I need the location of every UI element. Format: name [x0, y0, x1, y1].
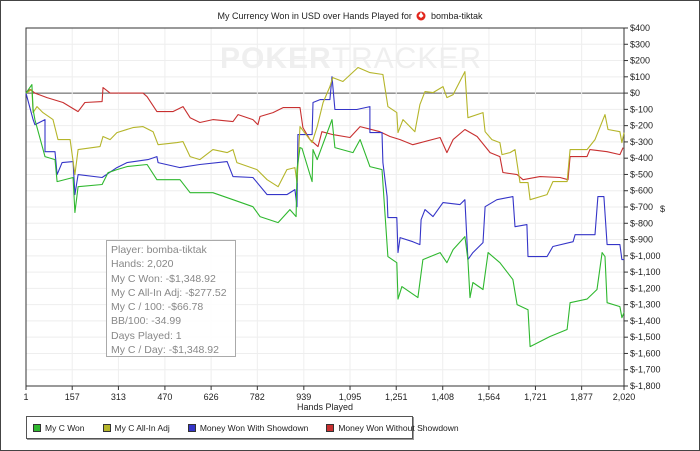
- stat-per-day: My C / Day: -$1,348.92: [111, 344, 219, 357]
- x-tick-label: 157: [65, 392, 80, 402]
- x-tick-label: 1,564: [478, 392, 501, 402]
- x-tick-label: 782: [250, 392, 265, 402]
- y-tick-label: $-1,500: [630, 332, 661, 342]
- legend-label: My C All-In Adj: [114, 422, 170, 433]
- x-tick-label: 1,877: [570, 392, 593, 402]
- y-tick-label: $-1,400: [630, 316, 661, 326]
- legend: My C Won My C All-In Adj Money Won With …: [26, 416, 459, 439]
- y-tick-label: $-300: [630, 137, 653, 147]
- site-logo-icon: [416, 11, 426, 21]
- chart-title: My Currency Won in USD over Hands Played…: [0, 10, 700, 21]
- y-tick-label: $300: [630, 39, 650, 49]
- x-tick-label: 2,020: [613, 392, 636, 402]
- pokertracker-watermark: POKERTRACKER: [220, 42, 483, 75]
- x-tick-label: 470: [157, 392, 172, 402]
- x-tick-label: 1: [23, 392, 28, 402]
- y-tick-label: $-1,100: [630, 267, 661, 277]
- legend-swatch: [326, 423, 335, 432]
- x-tick-label: 1,251: [385, 392, 408, 402]
- plot-area-border: [25, 27, 625, 387]
- legend-label: Money Won Without Showdown: [338, 422, 459, 433]
- y-tick-label: $-900: [630, 235, 653, 245]
- y-tick-label: $-600: [630, 186, 653, 196]
- legend-label: My C Won: [45, 422, 85, 433]
- legend-item[interactable]: My C Won: [33, 423, 85, 433]
- stat-hands: Hands: 2,020: [111, 258, 174, 271]
- y-axis-label: $: [660, 204, 666, 214]
- y-tick-label: $-1,600: [630, 348, 661, 358]
- stat-allin-adj: My C All-In Adj: -$277.52: [111, 286, 227, 299]
- stat-days: Days Played: 1: [111, 329, 182, 342]
- stat-won: My C Won: -$1,348.92: [111, 272, 216, 285]
- x-tick-label: 939: [296, 392, 311, 402]
- x-axis-label: Hands Played: [296, 402, 354, 412]
- stat-player: Player: bomba-tiktak: [111, 244, 207, 256]
- series-line-money-won-without-showdown: [25, 87, 624, 181]
- y-tick-label: $-1,800: [630, 381, 661, 391]
- y-tick-label: $400: [630, 23, 650, 33]
- x-tick-label: 313: [111, 392, 126, 402]
- legend-label: Money Won With Showdown: [199, 422, 309, 433]
- stat-per-100: My C / 100: -$66.78: [111, 301, 204, 314]
- x-tick-label: 1,721: [524, 392, 547, 402]
- y-tick-label: $-100: [630, 104, 653, 114]
- y-tick-label: $-800: [630, 218, 653, 228]
- stats-box: Player: bomba-tiktak Hands: 2,020 My C W…: [106, 240, 236, 357]
- y-tick-label: $-1,700: [630, 365, 661, 375]
- series-line-money-won-with-showdown: [25, 76, 624, 261]
- chart-title-text: My Currency Won in USD over Hands Played…: [217, 11, 412, 21]
- legend-swatch: [187, 423, 196, 432]
- y-tick-label: $0: [630, 88, 640, 98]
- y-tick-label: $100: [630, 72, 650, 82]
- x-tick-label: 626: [204, 392, 219, 402]
- y-tick-label: $-200: [630, 121, 653, 131]
- legend-item[interactable]: My C All-In Adj: [102, 422, 170, 433]
- legend-swatch: [102, 423, 111, 432]
- y-tick-label: $-500: [630, 169, 653, 179]
- y-tick-label: $-400: [630, 153, 653, 163]
- x-tick-label: 1,095: [339, 392, 362, 402]
- legend-item[interactable]: Money Won Without Showdown: [326, 422, 459, 433]
- series-line-my-c-won: [25, 84, 625, 348]
- x-tick-label: 1,408: [431, 392, 454, 402]
- y-tick-label: $-700: [630, 202, 653, 212]
- legend-item[interactable]: Money Won With Showdown: [187, 422, 309, 433]
- y-tick-label: $-1,200: [630, 283, 661, 293]
- chart-title-player: bomba-tiktak: [430, 11, 483, 21]
- legend-swatch: [33, 423, 41, 432]
- y-tick-label: $-1,000: [630, 251, 661, 261]
- y-tick-label: $200: [630, 56, 650, 66]
- stat-bb-100: BB/100: -34.99: [111, 315, 182, 328]
- series-line-my-c-all-in-adj: [25, 66, 625, 201]
- y-tick-label: $-1,300: [630, 300, 661, 310]
